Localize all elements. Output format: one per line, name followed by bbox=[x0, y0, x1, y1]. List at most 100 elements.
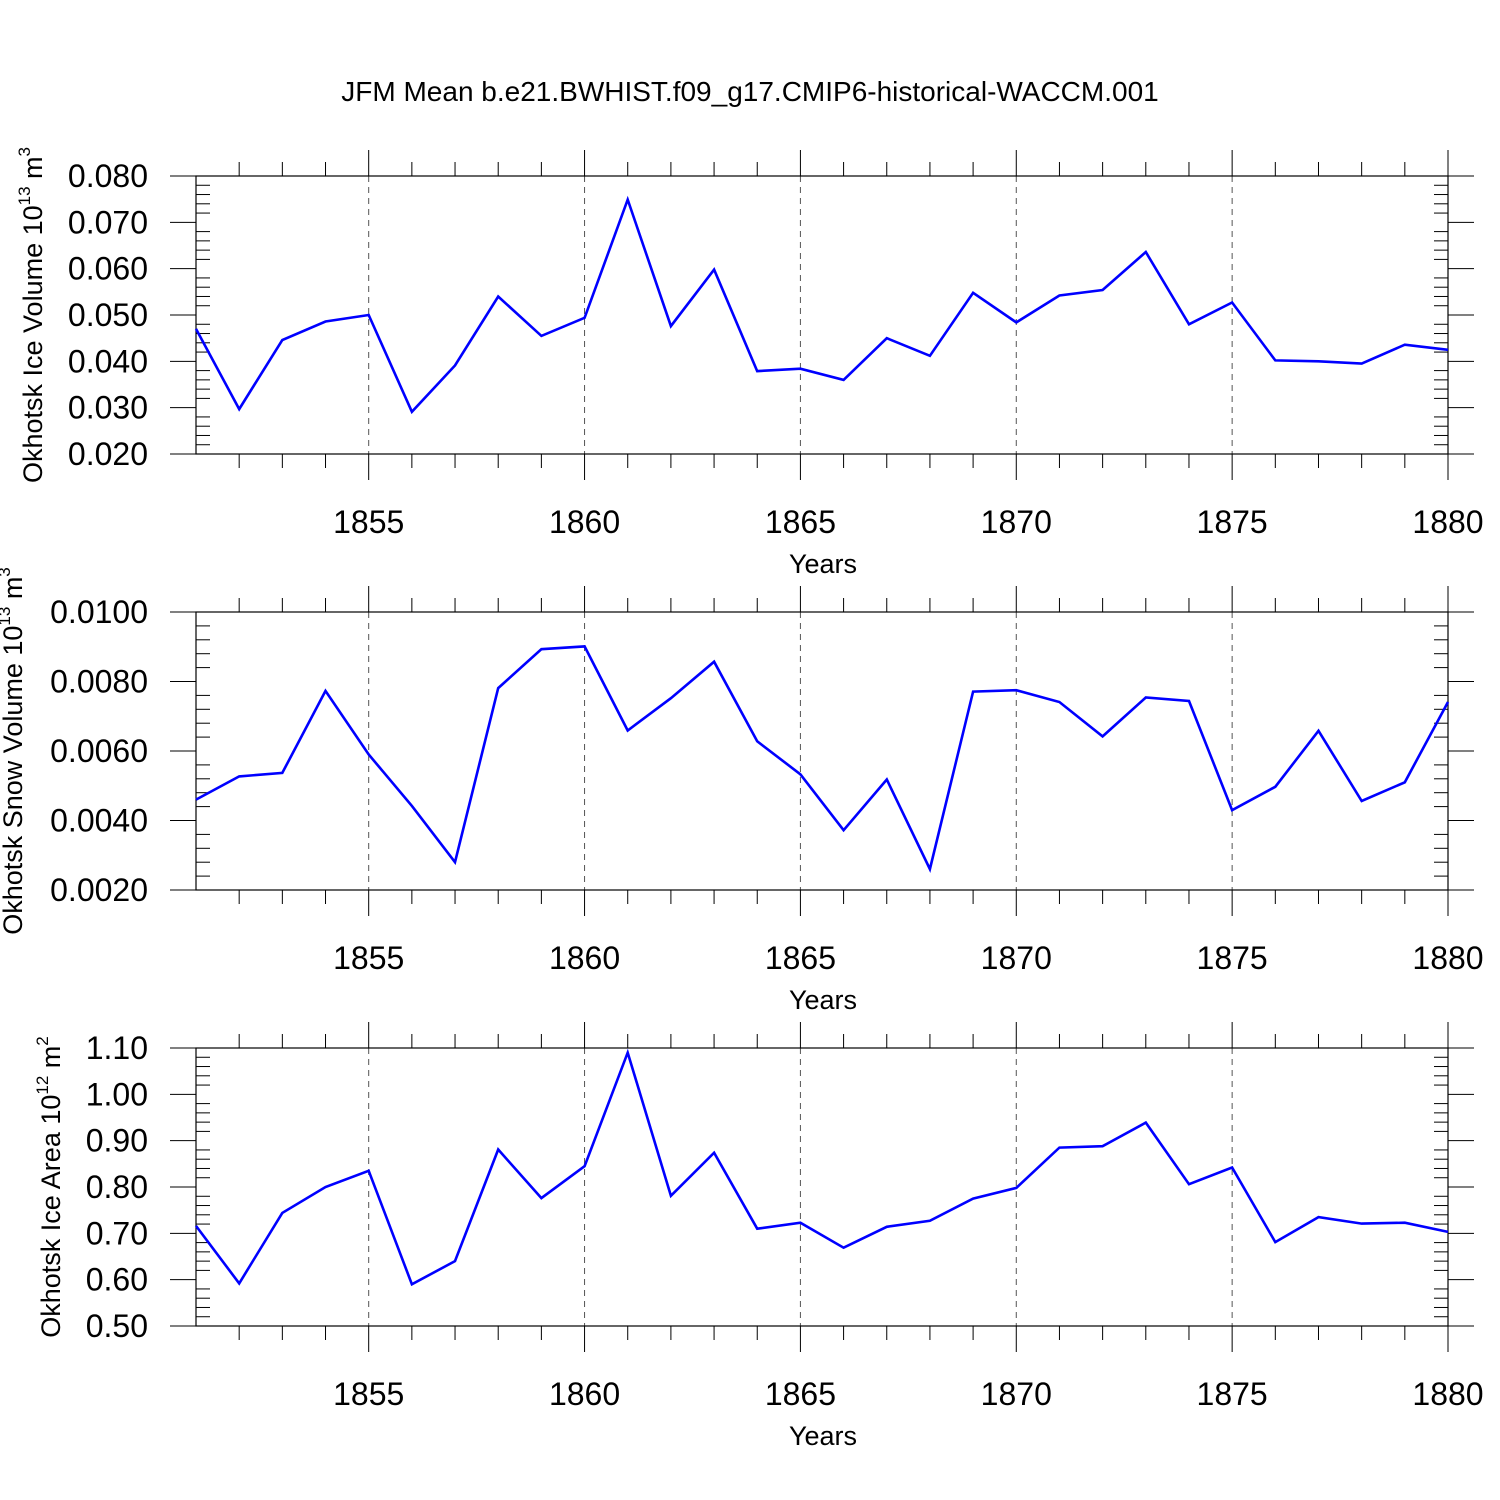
data-point bbox=[496, 686, 500, 690]
y-tick-label: 0.0040 bbox=[50, 803, 148, 839]
x-tick-label: 1870 bbox=[981, 1376, 1052, 1412]
x-tick-label: 1880 bbox=[1412, 1376, 1483, 1412]
data-point bbox=[842, 1246, 846, 1250]
data-point bbox=[798, 1221, 802, 1225]
data-point bbox=[496, 1147, 500, 1151]
x-tick-label: 1865 bbox=[765, 940, 836, 976]
x-tick-label: 1860 bbox=[549, 1376, 620, 1412]
y-tick-label: 0.080 bbox=[68, 158, 148, 194]
panel-2: 0.0020 0.0040 0.0060 0.0080 0.0100 1855 1860 18… bbox=[0, 567, 1484, 1015]
y-axis-label-superscript: 13 bbox=[0, 607, 14, 626]
data-point bbox=[194, 798, 198, 802]
panels: 0.020 0.030 0.040 0.050 0.060 0.070 0.080 1855 1… bbox=[0, 147, 1484, 1451]
y-axis-label-superscript: 2 bbox=[33, 1036, 52, 1045]
data-point bbox=[1014, 1186, 1018, 1190]
data-point bbox=[583, 316, 587, 320]
data-point bbox=[367, 1169, 371, 1173]
x-tick-label: 1870 bbox=[981, 940, 1052, 976]
x-tick-label: 1875 bbox=[1197, 504, 1268, 540]
y-tick-label: 0.50 bbox=[86, 1308, 148, 1344]
data-point bbox=[1273, 1240, 1277, 1244]
data-point bbox=[885, 777, 889, 781]
data-point bbox=[971, 690, 975, 694]
y-tick-label: 0.60 bbox=[86, 1262, 148, 1298]
y-axis-label-part: m bbox=[36, 1046, 66, 1076]
data-point bbox=[539, 1196, 543, 1200]
plot-frame bbox=[195, 1047, 1449, 1327]
y-tick-label: 0.80 bbox=[86, 1169, 148, 1205]
data-point bbox=[626, 198, 630, 202]
y-tick-label: 0.70 bbox=[86, 1215, 148, 1251]
figure-title: JFM Mean b.e21.BWHIST.f09_g17.CMIP6-hist… bbox=[341, 76, 1158, 107]
data-point bbox=[626, 728, 630, 732]
y-axis-label-part: m bbox=[0, 577, 28, 607]
data-point bbox=[1101, 288, 1105, 292]
data-point bbox=[453, 1259, 457, 1263]
data-point bbox=[928, 1219, 932, 1223]
data-point bbox=[885, 336, 889, 340]
x-axis-label: Years bbox=[789, 985, 857, 1015]
data-point bbox=[237, 1281, 241, 1285]
data-point bbox=[1057, 1146, 1061, 1150]
data-point bbox=[669, 324, 673, 328]
data-point bbox=[1273, 358, 1277, 362]
x-axis-label: Years bbox=[789, 549, 857, 579]
data-point bbox=[1316, 729, 1320, 733]
x-tick-label: 1855 bbox=[333, 940, 404, 976]
data-point bbox=[1187, 322, 1191, 326]
data-point bbox=[324, 689, 328, 693]
data-point bbox=[1403, 780, 1407, 784]
x-tick-label: 1865 bbox=[765, 1376, 836, 1412]
data-point bbox=[367, 313, 371, 317]
plot-frame bbox=[195, 175, 1449, 455]
data-point bbox=[539, 647, 543, 651]
data-point bbox=[324, 319, 328, 323]
y-axis-label-superscript: 3 bbox=[0, 567, 14, 576]
data-point bbox=[1403, 343, 1407, 347]
data-point bbox=[194, 1224, 198, 1228]
data-point bbox=[410, 410, 414, 414]
data-point bbox=[1187, 1182, 1191, 1186]
data-point bbox=[971, 1197, 975, 1201]
data-point bbox=[1446, 348, 1450, 352]
data-point bbox=[712, 1151, 716, 1155]
x-tick-label: 1860 bbox=[549, 504, 620, 540]
y-tick-label: 0.0100 bbox=[50, 594, 148, 630]
data-point bbox=[280, 771, 284, 775]
data-point bbox=[1316, 359, 1320, 363]
data-point bbox=[669, 696, 673, 700]
data-point bbox=[367, 752, 371, 756]
plot-frame bbox=[195, 611, 1449, 891]
x-tick-label: 1875 bbox=[1197, 940, 1268, 976]
x-tick-label: 1855 bbox=[333, 504, 404, 540]
data-point bbox=[1144, 1121, 1148, 1125]
x-tick-label: 1865 bbox=[765, 504, 836, 540]
data-point bbox=[1403, 1221, 1407, 1225]
data-point bbox=[1360, 799, 1364, 803]
series-line bbox=[195, 645, 1450, 873]
data-point bbox=[928, 354, 932, 358]
data-point bbox=[1014, 320, 1018, 324]
series-line bbox=[194, 195, 1449, 415]
data-point bbox=[842, 828, 846, 832]
data-point bbox=[1446, 700, 1450, 704]
data-point bbox=[1230, 300, 1234, 304]
y-axis-label: Okhotsk Ice Area 1012 m2 bbox=[33, 1036, 66, 1338]
y-tick-label: 0.070 bbox=[68, 204, 148, 240]
data-point bbox=[798, 367, 802, 371]
data-point bbox=[280, 1211, 284, 1215]
data-point bbox=[971, 291, 975, 295]
y-tick-label: 0.0060 bbox=[50, 733, 148, 769]
data-point bbox=[1187, 699, 1191, 703]
x-tick-label: 1875 bbox=[1197, 1376, 1268, 1412]
data-point bbox=[626, 1051, 630, 1055]
x-tick-label: 1880 bbox=[1412, 504, 1483, 540]
y-tick-label: 1.00 bbox=[86, 1076, 148, 1112]
x-tick-label: 1880 bbox=[1412, 940, 1483, 976]
y-axis-label-superscript: 13 bbox=[15, 186, 34, 205]
data-point bbox=[1144, 695, 1148, 699]
x-tick-label: 1870 bbox=[981, 504, 1052, 540]
data-point bbox=[280, 338, 284, 342]
x-tick-label: 1855 bbox=[333, 1376, 404, 1412]
data-point bbox=[1316, 1215, 1320, 1219]
